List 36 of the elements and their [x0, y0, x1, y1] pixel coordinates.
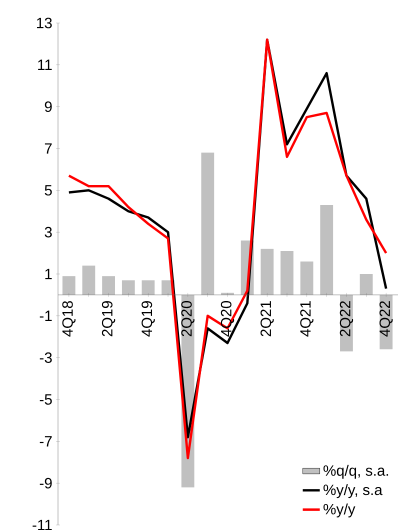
bar — [320, 204, 334, 295]
x-tick-label: 2Q19 — [102, 301, 116, 336]
bar — [201, 152, 214, 295]
bar — [260, 248, 274, 295]
x-tick-label: 2Q20 — [181, 301, 194, 336]
x-tick-label: 2Q22 — [340, 301, 354, 336]
x-tick-label: 4Q20 — [220, 301, 234, 337]
y-tick-label: 11 — [38, 60, 52, 70]
y-tick-label: 9 — [44, 101, 52, 112]
y-tick-label: -9 — [40, 478, 52, 488]
y-tick-label: -7 — [40, 436, 52, 446]
bar — [122, 280, 135, 295]
bar — [280, 250, 294, 295]
bar — [360, 274, 373, 295]
bar — [62, 276, 76, 295]
y-tick-label: 7 — [44, 143, 52, 154]
x-tick-label: 4Q22 — [379, 301, 393, 337]
x-tick-label: 4Q21 — [300, 301, 314, 337]
x-tick-label: 4Q18 — [62, 301, 76, 337]
y-tick-label: 5 — [44, 185, 52, 196]
x-tick-label: 2Q21 — [260, 301, 274, 336]
legend-label: %q/q, s.a. — [324, 464, 388, 479]
y-tick-label: 13 — [37, 18, 52, 28]
y-tick-label: 1 — [45, 268, 52, 280]
bar — [102, 276, 115, 295]
bar — [142, 280, 155, 295]
y-tick-label: -5 — [40, 394, 52, 405]
bar — [300, 261, 314, 295]
y-tick-label: -11 — [32, 520, 52, 530]
bar — [82, 266, 96, 295]
y-tick-label: 3 — [44, 226, 52, 238]
x-tick-label: 4Q19 — [142, 301, 155, 337]
legend-label: %y/y, s.a — [324, 484, 382, 498]
legend-label: %y/y — [324, 503, 356, 518]
y-tick-label: -3 — [40, 352, 52, 363]
y-tick-label: -1 — [40, 310, 52, 321]
